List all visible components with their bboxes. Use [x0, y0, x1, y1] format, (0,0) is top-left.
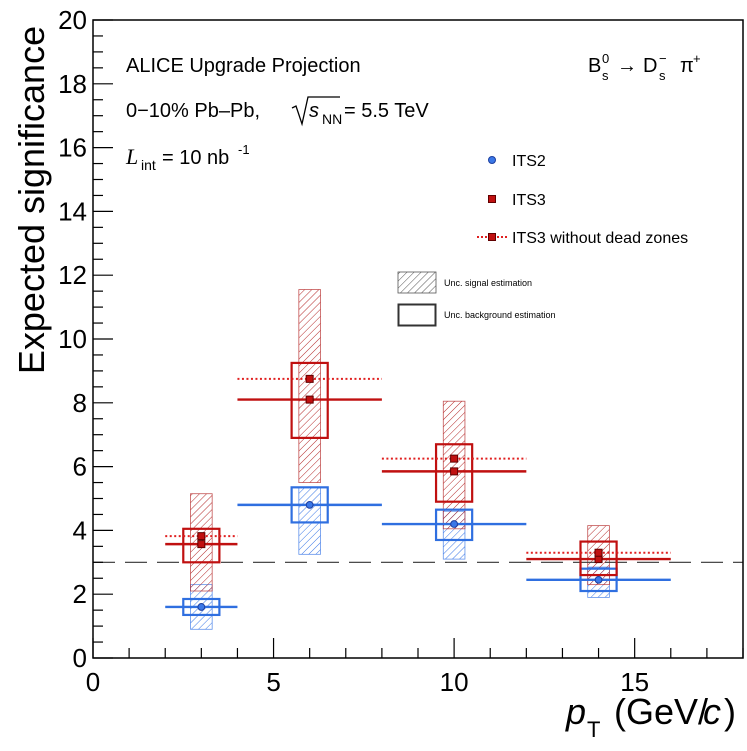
its3-point-0	[197, 540, 206, 549]
x-tick-label-10: 10	[440, 667, 469, 697]
y-tick-label-20: 20	[58, 5, 87, 35]
y-tick-label-0: 0	[73, 643, 87, 673]
decay-pi-sup: +	[693, 51, 701, 66]
legend-its3-nodz-label: ITS3 without dead zones	[512, 230, 688, 247]
its3-without-dead-zones-point-1	[305, 374, 314, 383]
legend-item-its3: ITS3	[488, 192, 546, 209]
x-axis-title: p T (GeV/ c )	[565, 691, 736, 742]
y-tick-label-10: 10	[58, 324, 87, 354]
decay-d-sub: s	[659, 68, 666, 83]
decay-pi: π	[680, 55, 694, 77]
y-tick-label-2: 2	[73, 579, 87, 609]
its3-background-unc-2	[434, 443, 474, 503]
energy-value: = 5.5 TeV	[344, 100, 429, 122]
decay-d-sup: −	[659, 51, 667, 66]
decay-b-sub: s	[602, 68, 609, 83]
legend-item-its2: ITS2	[488, 153, 546, 170]
lumi-sub: int	[141, 157, 156, 173]
decay-label: B 0 s → D − s π +	[588, 51, 701, 83]
lumi-symbol: L	[125, 144, 138, 169]
legend-its3-nodz-marker	[488, 233, 496, 241]
collision-system: 0−10% Pb–Pb,	[126, 100, 260, 122]
markers-layer	[197, 374, 603, 611]
y-axis-title: Expected significance	[11, 26, 52, 374]
its3-point-1	[305, 395, 314, 404]
legend: ITS2 ITS3 ITS3 without dead zones Unc. s…	[397, 153, 688, 327]
legend-item-its3-nodz: ITS3 without dead zones	[477, 230, 688, 247]
legend-its2-marker	[488, 156, 496, 164]
its3-signal-unc-1	[298, 289, 321, 483]
y-tick-label-8: 8	[73, 388, 87, 418]
its3-without-dead-zones-point-3	[594, 548, 603, 557]
decay-b-sup: 0	[602, 51, 609, 66]
legend-its3-marker	[488, 195, 496, 203]
x-tick-label-15: 15	[620, 667, 649, 697]
energy-sub: NN	[322, 111, 342, 127]
legend-item-unc-background: Unc. background estimation	[397, 303, 556, 327]
x-axis-title-unit-close: )	[724, 691, 736, 732]
its2-point-1	[305, 500, 314, 509]
lumi-value: = 10 nb	[162, 147, 229, 169]
legend-item-unc-signal: Unc. signal estimation	[397, 271, 532, 294]
y-tick-label-14: 14	[58, 196, 87, 226]
decay-b: B	[588, 55, 601, 77]
its2-point-3	[594, 575, 603, 584]
x-tick-label-5: 5	[266, 667, 280, 697]
y-tick-label-16: 16	[58, 133, 87, 163]
its2-point-2	[450, 520, 459, 528]
its3-without-dead-zones-point-0	[197, 532, 206, 541]
x-axis-title-sub: T	[587, 717, 600, 742]
its3-point-2	[450, 467, 459, 476]
chart-title: ALICE Upgrade Projection	[126, 55, 361, 77]
its2-point-0	[197, 603, 206, 611]
energy-label: s NN = 5.5 TeV	[291, 96, 429, 127]
legend-unc-signal-label: Unc. signal estimation	[444, 278, 532, 288]
sqrt-symbol	[291, 96, 340, 127]
x-axis-title-unit-open: (GeV/	[614, 691, 708, 732]
lumi-exp: -1	[238, 142, 250, 157]
y-tick-label-18: 18	[58, 69, 87, 99]
its2-signal-unc-1	[298, 486, 321, 555]
its3-without-dead-zones-point-2	[450, 454, 459, 463]
y-tick-label-12: 12	[58, 260, 87, 290]
collision-system-label: 0−10% Pb–Pb,	[126, 100, 260, 122]
energy-symbol: s	[309, 100, 319, 122]
signal-uncertainty-layer	[190, 289, 610, 630]
decay-arrow: →	[617, 55, 637, 77]
x-axis-title-p: p	[565, 691, 586, 732]
x-tick-label-0: 0	[86, 667, 100, 697]
legend-unc-background-swatch	[397, 303, 437, 327]
y-tick-label-6: 6	[73, 452, 87, 482]
decay-d: D	[643, 55, 657, 77]
its3-background-unc-0	[182, 527, 221, 564]
its3-signal-unc-2	[442, 400, 466, 530]
legend-its2-label: ITS2	[512, 153, 546, 170]
legend-unc-signal-swatch	[397, 271, 437, 294]
y-tick-label-4: 4	[73, 515, 87, 545]
luminosity-label: L int = 10 nb -1	[125, 142, 250, 173]
legend-unc-background-label: Unc. background estimation	[444, 310, 556, 320]
axes-layer: 0 5 10 15 0 2 4 6 8 10 12 14 16 18 20	[58, 5, 744, 697]
legend-its3-label: ITS3	[512, 192, 546, 209]
x-axis-title-unit-c: c	[703, 691, 721, 732]
